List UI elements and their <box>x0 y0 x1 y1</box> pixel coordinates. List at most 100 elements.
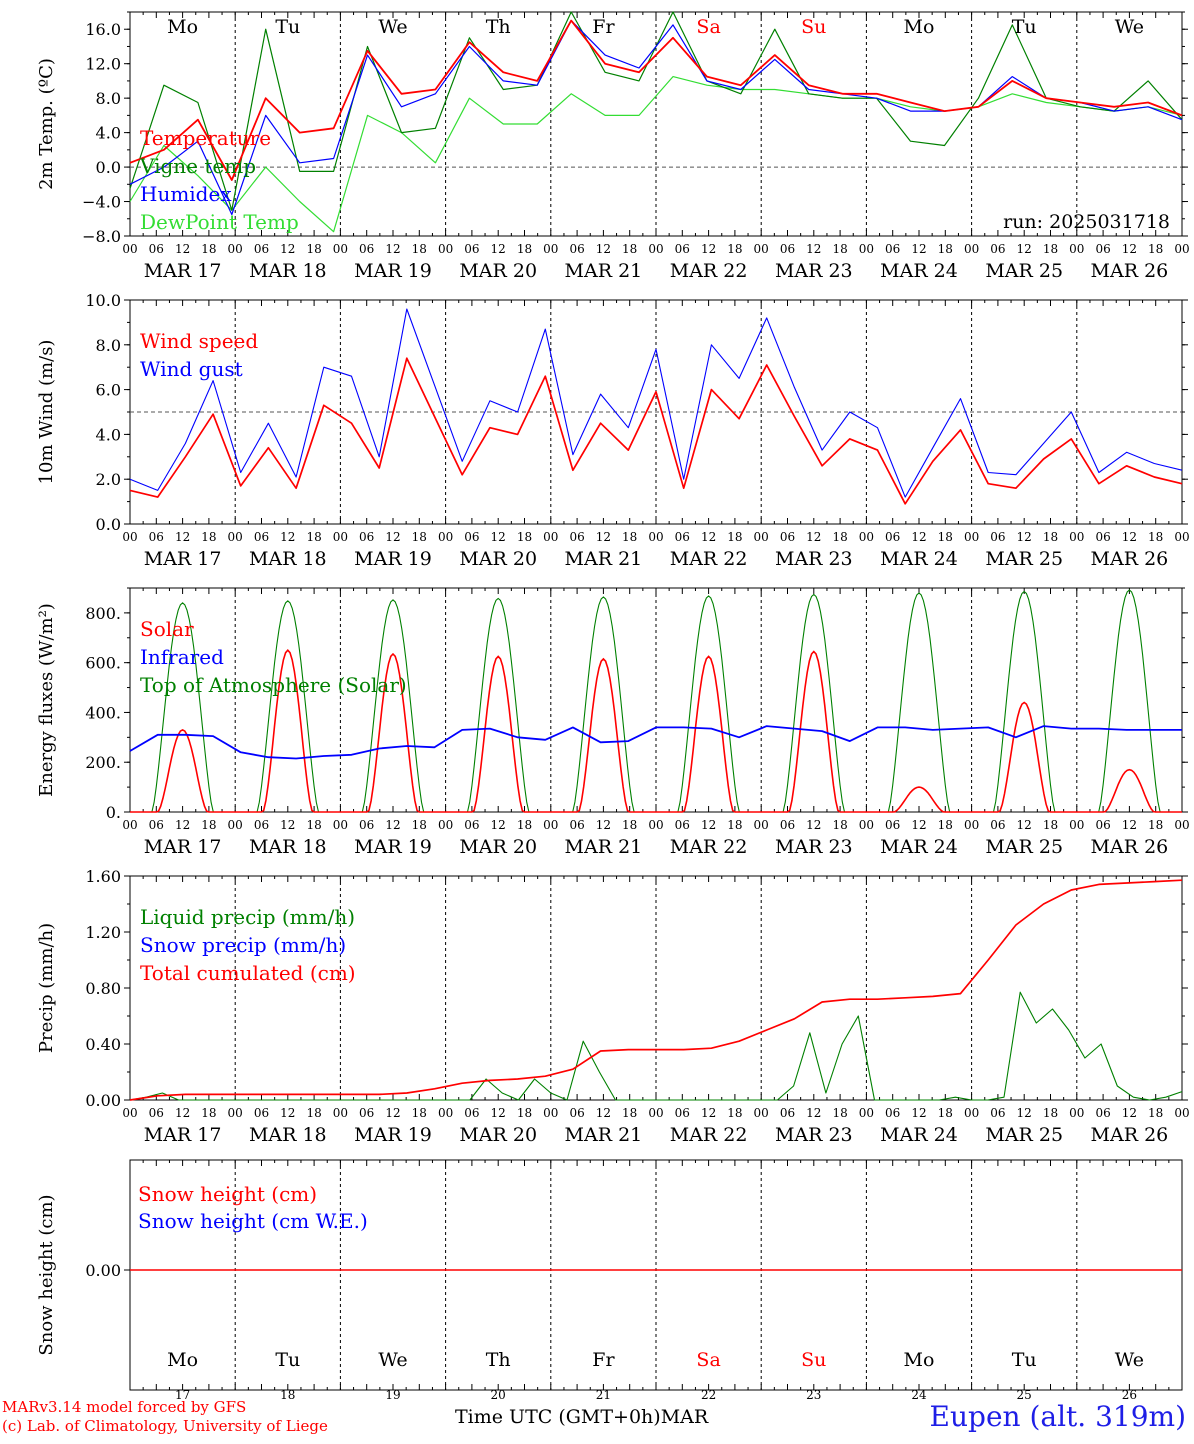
hour-tick-label: 06 <box>464 242 479 256</box>
hour-tick-label: 18 <box>622 1106 637 1120</box>
hour-tick-label: 12 <box>175 242 190 256</box>
date-label: MAR 18 <box>249 836 327 858</box>
hour-tick-label: 12 <box>491 530 506 544</box>
hour-tick-label: 12 <box>1122 818 1137 832</box>
weekday-label: Fr <box>592 16 615 38</box>
hour-tick-label: 00 <box>333 530 348 544</box>
day-number-label: 25 <box>1017 1388 1032 1402</box>
hour-tick-label: 18 <box>1043 818 1058 832</box>
hour-tick-label: 12 <box>175 1106 190 1120</box>
hour-tick-label: 12 <box>1017 242 1032 256</box>
y-tick-label: 4.0 <box>96 425 121 444</box>
date-label: MAR 22 <box>670 260 748 282</box>
date-label: MAR 20 <box>459 260 537 282</box>
hour-tick-label: 06 <box>885 530 900 544</box>
hour-tick-label: 00 <box>648 242 663 256</box>
date-label: MAR 19 <box>354 836 432 858</box>
y-tick-label: 0.0 <box>96 515 121 534</box>
hour-tick-label: 18 <box>727 1106 742 1120</box>
hour-tick-label: 18 <box>306 242 321 256</box>
hour-tick-label: 18 <box>201 530 216 544</box>
hour-tick-label: 00 <box>228 818 243 832</box>
date-label: MAR 25 <box>985 836 1063 858</box>
hour-tick-label: 06 <box>359 242 374 256</box>
hour-tick-label: 00 <box>543 530 558 544</box>
legend-entry: Snow height (cm W.E.) <box>138 1209 368 1233</box>
date-label: MAR 22 <box>670 1124 748 1146</box>
hour-tick-label: 12 <box>1122 242 1137 256</box>
date-label: MAR 25 <box>985 260 1063 282</box>
hour-tick-label: 00 <box>1069 530 1084 544</box>
hour-tick-label: 12 <box>280 1106 295 1120</box>
series-line-toa-solar <box>130 589 1182 813</box>
hour-tick-label: 18 <box>1148 818 1163 832</box>
y-tick-label: −4.0 <box>82 193 121 212</box>
legend-entry: DewPoint Temp <box>140 210 299 234</box>
date-label: MAR 17 <box>144 836 222 858</box>
series-line-infrared <box>129 725 1182 760</box>
hour-tick-label: 00 <box>648 530 663 544</box>
date-label: MAR 17 <box>144 1124 222 1146</box>
y-tick-label: 800. <box>85 604 121 623</box>
run-label: run: 2025031718 <box>1003 211 1170 233</box>
hour-tick-label: 06 <box>990 818 1005 832</box>
date-label: MAR 24 <box>880 1124 958 1146</box>
y-tick-label: 0.00 <box>85 1261 121 1280</box>
day-number-label: 20 <box>491 1388 506 1402</box>
date-label: MAR 20 <box>459 548 537 570</box>
hour-tick-label: 12 <box>596 530 611 544</box>
series-line-wind-speed <box>129 357 1183 505</box>
hour-tick-label: 12 <box>1017 530 1032 544</box>
hour-tick-label: 00 <box>333 818 348 832</box>
legend-entry: Wind gust <box>140 357 243 381</box>
hour-tick-label: 00 <box>859 242 874 256</box>
station-name: Eupen (alt. 319m) <box>929 1400 1186 1433</box>
hour-tick-label: 06 <box>149 818 164 832</box>
hour-tick-label: 12 <box>1017 818 1032 832</box>
hour-tick-label: 06 <box>254 530 269 544</box>
hour-tick-label: 06 <box>254 242 269 256</box>
hour-tick-label: 18 <box>832 1106 847 1120</box>
hour-tick-label: 00 <box>228 1106 243 1120</box>
hour-tick-label: 06 <box>254 818 269 832</box>
hour-tick-label: 12 <box>175 818 190 832</box>
hour-tick-label: 18 <box>306 818 321 832</box>
y-tick-label: 600. <box>85 654 121 673</box>
y-tick-label: 12.0 <box>85 55 121 74</box>
y-tick-label: 0.40 <box>85 1035 121 1054</box>
y-tick-label: 16.0 <box>85 20 121 39</box>
date-label: MAR 26 <box>1091 548 1169 570</box>
hour-tick-label: 06 <box>464 818 479 832</box>
y-tick-label: 8.0 <box>96 336 121 355</box>
hour-tick-label: 12 <box>280 818 295 832</box>
weekday-label: Mo <box>167 1349 198 1371</box>
hour-tick-label: 12 <box>1017 1106 1032 1120</box>
hour-tick-label: 18 <box>938 818 953 832</box>
weekday-label: Tu <box>1012 1349 1037 1371</box>
hour-tick-label: 00 <box>438 530 453 544</box>
hour-tick-label: 12 <box>491 242 506 256</box>
hour-tick-label: 12 <box>596 242 611 256</box>
date-label: MAR 22 <box>670 548 748 570</box>
hour-tick-label: 12 <box>596 818 611 832</box>
legend-entry: Liquid precip (mm/h) <box>140 905 355 929</box>
hour-tick-label: 06 <box>885 1106 900 1120</box>
date-label: MAR 18 <box>249 548 327 570</box>
date-label: MAR 25 <box>985 548 1063 570</box>
date-label: MAR 17 <box>144 260 222 282</box>
hour-tick-label: 06 <box>359 530 374 544</box>
hour-tick-label: 18 <box>622 818 637 832</box>
hour-tick-label: 06 <box>990 1106 1005 1120</box>
hour-tick-label: 18 <box>727 242 742 256</box>
hour-tick-label: 00 <box>1069 818 1084 832</box>
date-label: MAR 24 <box>880 836 958 858</box>
y-tick-label: 0.80 <box>85 979 121 998</box>
hour-tick-label: 12 <box>385 242 400 256</box>
date-label: MAR 25 <box>985 1124 1063 1146</box>
date-label: MAR 21 <box>565 548 643 570</box>
series-line-solar <box>130 648 1182 813</box>
hour-tick-label: 00 <box>754 242 769 256</box>
legend-entry: Humidex <box>140 182 232 206</box>
hour-tick-label: 12 <box>806 818 821 832</box>
date-label: MAR 21 <box>565 836 643 858</box>
